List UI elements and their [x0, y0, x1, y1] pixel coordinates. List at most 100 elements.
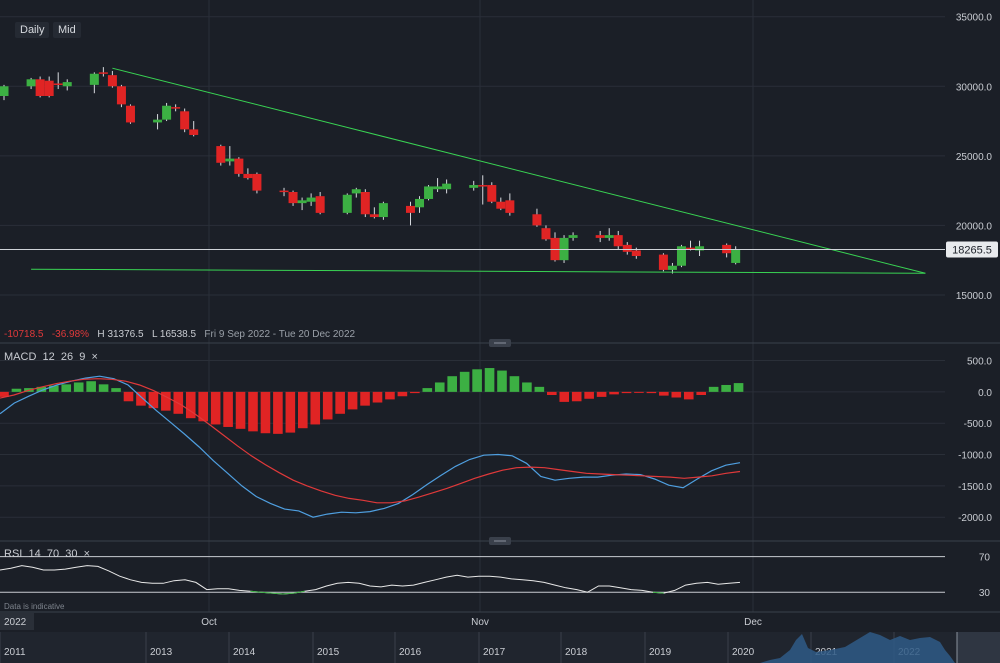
- macd-histogram-bar: [235, 391, 246, 429]
- rsi-name: RSI: [4, 548, 23, 560]
- candle-body: [351, 189, 361, 194]
- candle-body: [243, 173, 253, 179]
- macd-histogram-bar: [434, 382, 445, 392]
- trendline: [31, 268, 926, 274]
- macd-fast: 12: [42, 351, 55, 363]
- candle-body: [442, 183, 452, 190]
- candle: [225, 146, 235, 166]
- price-tick-label: 15000.0: [956, 291, 993, 302]
- macd-histogram-bar: [534, 386, 545, 392]
- timeline-year-label: 2019: [649, 647, 672, 658]
- trendlines[interactable]: [31, 67, 926, 274]
- candle: [0, 84, 9, 101]
- timeline-year-label: 2011: [4, 647, 26, 658]
- candle: [107, 70, 117, 88]
- date-axis-bar: [0, 613, 1000, 631]
- price-info-bar: -10718.5 -36.98% H 31376.5 L 16538.5 Fri…: [4, 329, 355, 340]
- candle-body: [279, 190, 289, 193]
- macd-histogram-bar: [447, 376, 457, 392]
- candle-body: [342, 194, 352, 213]
- change-value: -10718.5: [4, 329, 44, 340]
- macd-header: MACD 12 26 9 ×: [4, 351, 98, 363]
- candle: [216, 144, 226, 166]
- candle-body: [53, 83, 63, 85]
- rsi-close-icon[interactable]: ×: [83, 548, 91, 560]
- candle: [505, 193, 515, 216]
- macd-line: [0, 375, 741, 518]
- candle: [125, 104, 135, 124]
- macd-histogram-bar: [73, 382, 84, 392]
- candle: [315, 192, 325, 215]
- candle: [613, 230, 623, 250]
- navigator-window[interactable]: [957, 632, 1000, 663]
- high-value: 31376.5: [107, 329, 144, 340]
- candle: [541, 225, 551, 241]
- candle-body: [153, 119, 163, 123]
- candle-body: [405, 205, 415, 213]
- candle: [695, 240, 705, 256]
- candle-body: [44, 80, 54, 96]
- candle-body: [695, 246, 705, 251]
- candle: [595, 230, 605, 243]
- timeline-year-label: 2017: [483, 647, 506, 658]
- candle: [424, 185, 434, 201]
- candle-body: [686, 247, 696, 250]
- macd-histogram-bar: [596, 391, 607, 397]
- rsi-levels: [0, 556, 945, 593]
- macd-tick-label: -2000.0: [958, 513, 992, 524]
- candle: [532, 208, 542, 227]
- macd-histogram-bar: [273, 391, 283, 434]
- candle-body: [658, 254, 668, 270]
- macd-histogram-bar: [410, 391, 420, 394]
- timeline-year-label: 2013: [150, 647, 173, 658]
- candle: [369, 207, 379, 219]
- macd-histogram-bar: [522, 382, 532, 392]
- candle-body: [469, 185, 479, 188]
- macd-histogram-bar: [683, 391, 694, 400]
- signal-line: [0, 378, 741, 504]
- candle: [415, 196, 425, 213]
- macd-histogram-bar: [298, 391, 308, 429]
- candle-body: [667, 265, 677, 270]
- candle-body: [234, 158, 244, 174]
- macd-histogram-bar: [322, 391, 333, 420]
- candle: [171, 104, 181, 112]
- candle-body: [613, 235, 623, 247]
- macd-histogram-bar: [484, 368, 495, 392]
- macd-tick-label: 500.0: [967, 357, 992, 368]
- candle-body: [378, 203, 388, 218]
- candle: [243, 168, 253, 180]
- price-mode-mid-button[interactable]: Mid: [53, 22, 81, 38]
- candle: [180, 108, 190, 133]
- candle: [658, 253, 668, 272]
- candle-body: [505, 200, 515, 213]
- candle: [722, 243, 732, 258]
- timeline-year-label: 2016: [399, 647, 422, 658]
- trendline: [112, 67, 926, 274]
- candle-body: [180, 111, 190, 130]
- candle: [433, 178, 443, 192]
- macd-histogram-bar: [397, 391, 408, 397]
- macd-histogram-bar: [733, 383, 744, 392]
- macd-tick-label: -1500.0: [958, 482, 992, 493]
- macd-histogram-bar: [472, 369, 482, 392]
- candle-body: [631, 250, 641, 256]
- candle: [342, 193, 352, 215]
- macd-histogram-bar: [497, 370, 507, 392]
- candle-body: [604, 235, 614, 238]
- candle-body: [433, 186, 443, 190]
- macd-histogram-bar: [185, 391, 196, 419]
- macd-histogram-bar: [11, 388, 22, 392]
- macd-histogram-bar: [86, 381, 96, 392]
- candle-body: [288, 192, 298, 204]
- candle: [153, 114, 163, 130]
- candle-body: [216, 146, 226, 163]
- interval-daily-button[interactable]: Daily: [15, 22, 50, 38]
- macd-close-icon[interactable]: ×: [91, 351, 98, 363]
- candle-body: [189, 129, 199, 135]
- macd-tick-label: -500.0: [964, 419, 993, 430]
- candle: [550, 232, 560, 262]
- candle-body: [107, 75, 117, 87]
- macd-histogram-bar: [347, 391, 358, 410]
